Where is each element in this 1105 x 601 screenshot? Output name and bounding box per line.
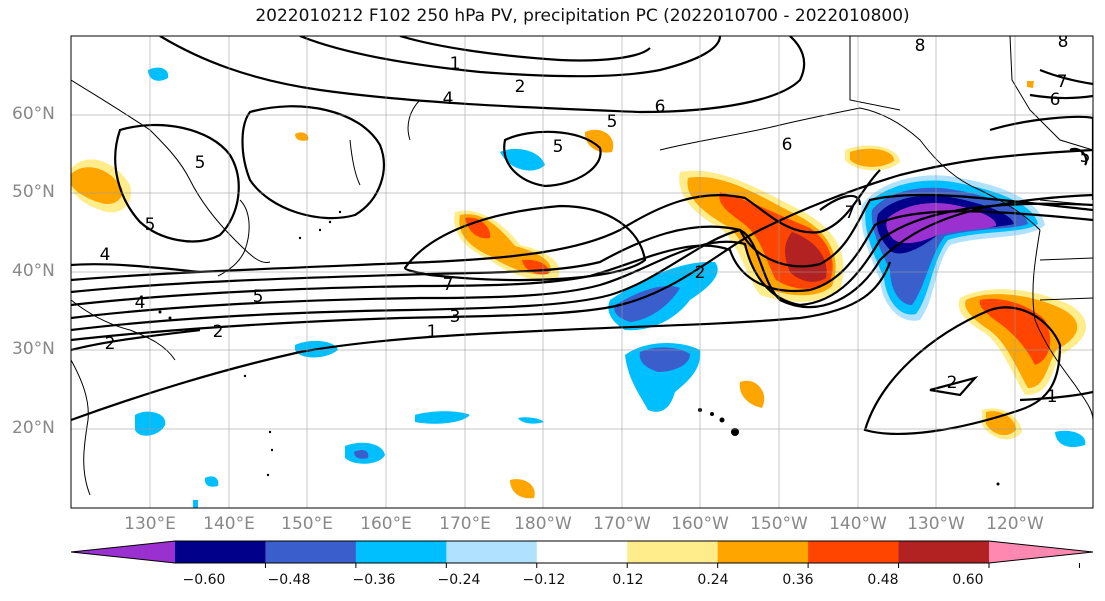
colorbar-tick-label: −0.12 bbox=[522, 572, 566, 588]
lon-label: 180°W bbox=[514, 514, 572, 534]
contour-label: 1 bbox=[1047, 387, 1058, 407]
contour-label: 8 bbox=[1058, 32, 1069, 52]
contour-label: 2 bbox=[213, 322, 224, 342]
map-title: 2022010212 F102 250 hPa PV, precipitatio… bbox=[255, 6, 910, 26]
contour-labels: 1 2 4 5 6 7 5 4 5 2 5 4 7 5 3 1 2 2 2 1 … bbox=[100, 32, 1091, 407]
contour-label: 6 bbox=[782, 135, 793, 155]
precip-positive-shading bbox=[71, 81, 1087, 499]
map-frame bbox=[70, 35, 1094, 509]
colorbar-tick-label: 0.24 bbox=[697, 572, 729, 588]
lon-label: 170°W bbox=[593, 514, 651, 534]
colorbar-tick-label: −0.48 bbox=[267, 572, 311, 588]
lon-label: 130°W bbox=[907, 514, 965, 534]
contour-label: 3 bbox=[450, 307, 461, 327]
lon-label: 160°W bbox=[671, 514, 729, 534]
lat-label: 40°N bbox=[12, 261, 55, 281]
precip-negative-shading bbox=[135, 67, 1086, 508]
lat-label: 60°N bbox=[12, 104, 55, 124]
contour-label: 5 bbox=[253, 287, 264, 307]
contour-label: 5 bbox=[195, 153, 206, 173]
contour-label: 2 bbox=[947, 373, 958, 393]
contour-label: 6 bbox=[655, 97, 666, 117]
contour-label: 5 bbox=[607, 112, 618, 132]
contour-label: 5 bbox=[145, 215, 156, 235]
contour-label: 2 bbox=[695, 263, 706, 283]
contour-label: 6 bbox=[1050, 90, 1061, 110]
contour-label: 7 bbox=[1057, 72, 1068, 92]
contour-label: 7 bbox=[845, 203, 856, 223]
contour-label: 1 bbox=[427, 322, 438, 342]
contour-label: 5 bbox=[553, 137, 564, 157]
lat-label: 50°N bbox=[12, 182, 55, 202]
contour-label: 4 bbox=[443, 89, 454, 109]
contour-label: 4 bbox=[135, 293, 146, 313]
gridlines bbox=[71, 36, 1093, 508]
contour-label: 4 bbox=[100, 245, 111, 265]
colorbar-tick-label: 0.60 bbox=[952, 572, 984, 588]
colorbar-tick-label: 0.12 bbox=[612, 572, 644, 588]
contour-label: 8 bbox=[915, 36, 926, 56]
lon-label: 150°W bbox=[750, 514, 808, 534]
colorbar-tick-label: −0.36 bbox=[352, 572, 396, 588]
lon-label: 140°E bbox=[203, 514, 255, 534]
contour-label: 5 bbox=[1080, 147, 1091, 167]
colorbar-tick-label: −0.24 bbox=[437, 572, 481, 588]
lat-label: 30°N bbox=[12, 339, 55, 359]
lat-label: 20°N bbox=[12, 418, 55, 438]
lon-label: 130°E bbox=[124, 514, 176, 534]
lon-label: 170°E bbox=[439, 514, 491, 534]
lon-label: 140°W bbox=[829, 514, 887, 534]
lon-label: 150°E bbox=[281, 514, 333, 534]
colorbar-tick-label: 0.36 bbox=[782, 572, 814, 588]
contour-label: 7 bbox=[443, 275, 454, 295]
contour-label: 1 bbox=[450, 54, 461, 74]
pv-contours bbox=[71, 36, 1093, 435]
lon-label: 120°W bbox=[986, 514, 1044, 534]
colorbar-tick-label: 0.48 bbox=[867, 572, 899, 588]
contour-label: 2 bbox=[105, 334, 116, 354]
colorbar-tick-label: −0.60 bbox=[182, 572, 226, 588]
coastlines bbox=[71, 36, 1093, 496]
lon-label: 160°E bbox=[360, 514, 412, 534]
contour-label: 2 bbox=[515, 77, 526, 97]
